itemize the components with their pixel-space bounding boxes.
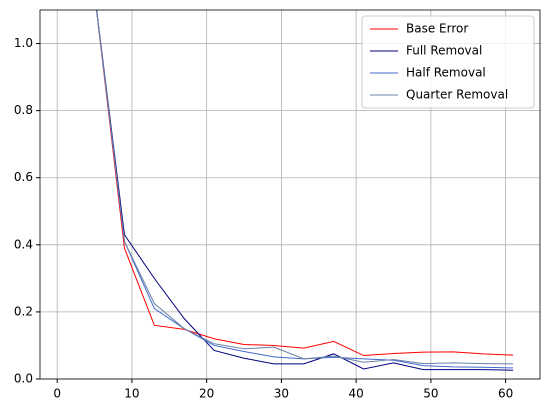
x-tick-label: 10 xyxy=(124,387,139,401)
legend: Base Error Full Removal Half Removal Quarte… xyxy=(361,15,535,109)
legend-box xyxy=(361,15,535,109)
x-tick-label: 30 xyxy=(274,387,289,401)
x-tick-label: 20 xyxy=(199,387,214,401)
legend-label: Full Removal xyxy=(406,44,482,58)
plot xyxy=(96,10,514,371)
x-tick-label: 40 xyxy=(349,387,364,401)
line xyxy=(96,10,514,365)
y-tick-label: 0.8 xyxy=(14,103,33,117)
legend-label: Half Removal xyxy=(406,66,486,80)
axes-frame xyxy=(39,9,541,380)
ticks: 0 10 20 30 40 50 60 0.0 0.2 0.4 0.6 0.8 1.0 xyxy=(14,36,513,400)
legend-label: Base Error xyxy=(406,22,468,36)
y-tick-label: 0.0 xyxy=(14,372,33,386)
y-tick-label: 0.4 xyxy=(14,237,33,251)
legend-label: Quarter Removal xyxy=(406,88,508,102)
x-tick-label: 0 xyxy=(53,387,61,401)
x-tick-label: 50 xyxy=(423,387,438,401)
line xyxy=(96,10,514,357)
y-tick-label: 0.6 xyxy=(14,170,33,184)
x-tick-label: 60 xyxy=(498,387,513,401)
y-tick-label: 1.0 xyxy=(14,36,33,50)
y-tick-label: 0.2 xyxy=(14,304,33,318)
line xyxy=(96,10,514,371)
